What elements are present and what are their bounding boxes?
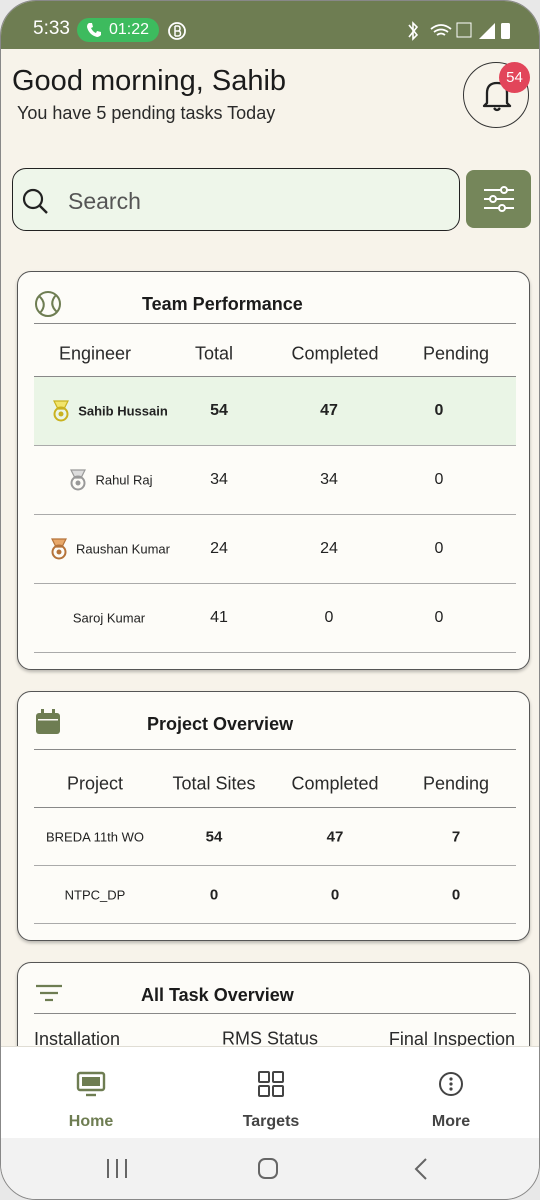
column-header: Completed bbox=[291, 343, 379, 364]
cell-value: 34 bbox=[320, 471, 338, 488]
cell-value: 47 bbox=[326, 828, 344, 846]
greeting: Good morning, Sahib bbox=[12, 65, 287, 97]
engineer-name: Sahib Hussain bbox=[78, 403, 168, 419]
home-icon bbox=[76, 1071, 106, 1097]
targets-icon bbox=[258, 1071, 284, 1097]
nav-label[interactable]: Targets bbox=[242, 1113, 300, 1130]
column-header: Installation bbox=[34, 1029, 121, 1049]
team-performance-card: Team Performance Engineer Total Completed P… bbox=[17, 271, 530, 670]
clock: 5:33 bbox=[33, 18, 70, 39]
cell-value: 24 bbox=[210, 540, 228, 557]
call-timer: 01:22 bbox=[109, 21, 150, 38]
row-highlight bbox=[34, 377, 516, 445]
cell-value: 0 bbox=[451, 886, 461, 904]
column-header: Project bbox=[66, 773, 124, 794]
cell-value: 41 bbox=[210, 609, 228, 626]
column-header: Total Sites bbox=[172, 773, 256, 794]
cell-value: 0 bbox=[434, 471, 444, 488]
ball-icon bbox=[35, 291, 61, 317]
more-icon bbox=[439, 1072, 463, 1096]
nav-label[interactable]: More bbox=[431, 1113, 471, 1130]
cell-value: 0 bbox=[434, 609, 444, 626]
column-header: Engineer bbox=[58, 343, 132, 364]
engineer-name: Rahul Raj bbox=[95, 472, 153, 488]
medal-icon bbox=[51, 538, 67, 560]
cell-value: 0 bbox=[209, 886, 219, 904]
card-title: All Task Overview bbox=[141, 985, 294, 1005]
system-buttons bbox=[107, 1158, 427, 1180]
status-bar: 5:33 01:22 bbox=[1, 1, 539, 49]
status-icons bbox=[408, 21, 510, 41]
filter-icon bbox=[484, 186, 514, 212]
column-header: Pending bbox=[422, 773, 490, 794]
filter-button[interactable] bbox=[466, 170, 531, 228]
row-divider bbox=[34, 583, 516, 584]
divider bbox=[34, 376, 516, 377]
notification-badge: 54 bbox=[499, 62, 530, 93]
row-divider bbox=[34, 923, 516, 924]
project-name: NTPC_DP bbox=[64, 887, 126, 903]
search-placeholder: Search bbox=[68, 188, 141, 214]
nav-label[interactable]: Home bbox=[68, 1113, 114, 1130]
system-nav-bar bbox=[1, 1138, 539, 1199]
column-header: Final Inspection bbox=[388, 1029, 515, 1049]
column-header: Pending bbox=[422, 343, 490, 364]
cell-value: 0 bbox=[434, 540, 444, 557]
cell-value: 0 bbox=[330, 886, 340, 904]
medal-icon bbox=[53, 400, 70, 422]
card-title: Team Performance bbox=[142, 294, 303, 314]
cell-value: 0 bbox=[434, 402, 444, 419]
bell-icon bbox=[482, 81, 512, 112]
cell-value: 47 bbox=[320, 402, 338, 419]
calendar-icon bbox=[36, 709, 60, 734]
b-icon bbox=[168, 22, 186, 40]
row-divider bbox=[34, 445, 516, 446]
row-divider bbox=[34, 652, 516, 653]
row-divider bbox=[34, 514, 516, 515]
search-icon bbox=[22, 188, 48, 214]
cell-value: 24 bbox=[320, 540, 338, 557]
row-divider bbox=[34, 865, 516, 866]
subtitle: You have 5 pending tasks Today bbox=[17, 103, 276, 123]
divider bbox=[34, 807, 516, 808]
column-header: Completed bbox=[291, 773, 379, 794]
search-box[interactable]: Search bbox=[12, 168, 460, 231]
medal-icon bbox=[70, 469, 87, 491]
cell-value: 34 bbox=[210, 471, 228, 488]
column-header: RMS Status bbox=[221, 1028, 319, 1049]
project-overview-card: Project Overview Project Total Sites Compl… bbox=[17, 691, 530, 941]
call-icon bbox=[87, 23, 101, 37]
column-header: Total bbox=[194, 343, 234, 364]
cell-value: 54 bbox=[210, 402, 228, 419]
engineer-name: Saroj Kumar bbox=[72, 610, 146, 626]
engineer-name: Raushan Kumar bbox=[76, 541, 170, 557]
cell-value: 7 bbox=[451, 828, 461, 846]
sort-icon bbox=[36, 984, 62, 1002]
bottom-nav: Home Targets More bbox=[1, 1046, 539, 1139]
card-title: Project Overview bbox=[147, 714, 294, 734]
call-pill[interactable]: 01:22 bbox=[77, 18, 159, 42]
cell-value: 54 bbox=[205, 828, 223, 846]
notification-button[interactable] bbox=[463, 62, 529, 128]
project-name: BREDA 11th WO bbox=[45, 829, 145, 845]
cell-value: 0 bbox=[324, 609, 334, 626]
